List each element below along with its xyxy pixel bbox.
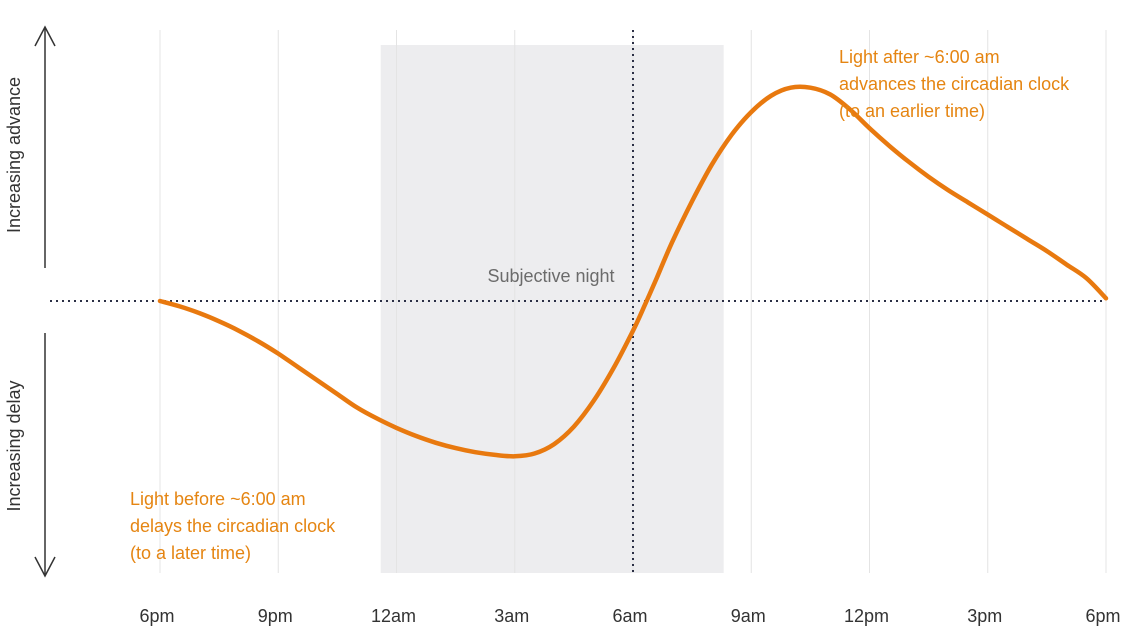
annotation-delay-line-0: Light before ~6:00 am (130, 489, 306, 509)
x-tick-label-7: 3pm (967, 606, 1002, 626)
annotation-advance-line-0: Light after ~6:00 am (839, 47, 1000, 67)
delay-arrowhead-icon (34, 556, 56, 578)
subjective-night-band (380, 45, 724, 573)
x-tick-label-6: 12pm (844, 606, 889, 626)
subjective-night-label: Subjective night (487, 266, 614, 286)
x-tick-label-4: 6am (612, 606, 647, 626)
advance-arrowhead-icon (34, 25, 56, 47)
x-tick-label-3: 3am (494, 606, 529, 626)
x-tick-label-0: 6pm (139, 606, 174, 626)
y-axis-label-advance: Increasing advance (4, 77, 24, 233)
phase-response-curve-0 (157, 84, 1109, 459)
annotation-delay-line-1: delays the circadian clock (130, 516, 336, 536)
y-axis-label-delay: Increasing delay (4, 380, 24, 511)
annotation-advance-line-2: (to an earlier time) (839, 101, 985, 121)
x-tick-label-5: 9am (731, 606, 766, 626)
x-tick-label-1: 9pm (258, 606, 293, 626)
annotation-advance-line-1: advances the circadian clock (839, 74, 1070, 94)
annotation-delay-line-2: (to a later time) (130, 543, 251, 563)
x-tick-label-2: 12am (371, 606, 416, 626)
x-tick-label-8: 6pm (1085, 606, 1120, 626)
